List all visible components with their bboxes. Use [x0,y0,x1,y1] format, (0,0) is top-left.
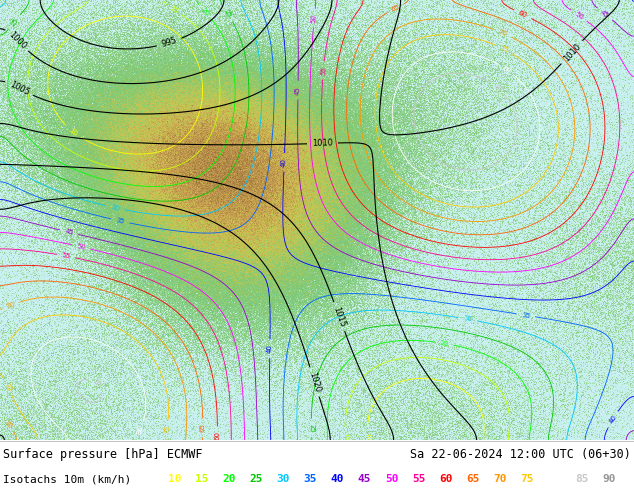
Text: 1000: 1000 [6,30,28,51]
Text: 75: 75 [3,382,12,392]
Text: 45: 45 [358,474,372,484]
Text: 40: 40 [608,414,618,425]
Text: 85: 85 [91,379,102,389]
Text: 50: 50 [311,13,318,23]
Text: 30: 30 [463,316,473,323]
Text: 25: 25 [308,423,314,433]
Text: 25: 25 [10,17,20,27]
Text: 15: 15 [342,432,348,441]
Text: 55: 55 [412,474,425,484]
Text: 40: 40 [281,158,287,167]
Text: 55: 55 [320,66,327,75]
Text: 70: 70 [493,474,507,484]
Text: Sa 22-06-2024 12:00 UTC (06+30): Sa 22-06-2024 12:00 UTC (06+30) [410,447,631,461]
Text: 60: 60 [517,10,528,19]
Text: 65: 65 [200,423,205,433]
Text: 20: 20 [440,340,450,347]
Text: 35: 35 [304,474,317,484]
Text: Surface pressure [hPa] ECMWF: Surface pressure [hPa] ECMWF [3,447,202,461]
Text: 40: 40 [331,474,344,484]
Text: 40: 40 [267,344,273,353]
Text: Isotachs 10m (km/h): Isotachs 10m (km/h) [3,474,131,484]
Text: 1020: 1020 [307,370,322,393]
Text: 75: 75 [521,474,534,484]
Text: 80: 80 [501,65,512,74]
Text: 85: 85 [493,83,503,94]
Text: 90: 90 [602,474,616,484]
Text: 20: 20 [200,7,210,17]
Text: 30: 30 [110,204,120,212]
Text: 80: 80 [136,425,145,435]
Text: 20: 20 [223,474,236,484]
Text: 85: 85 [575,474,588,484]
Text: 45: 45 [64,228,74,236]
Text: 15: 15 [195,474,209,484]
Text: 1015: 1015 [332,305,347,328]
Text: 60: 60 [439,474,453,484]
Text: 75: 75 [498,45,509,54]
Text: 65: 65 [466,474,480,484]
Text: 35: 35 [521,312,531,319]
Text: 45: 45 [600,9,610,19]
Text: 75: 75 [164,424,171,434]
Text: 15: 15 [169,5,179,15]
Text: 25: 25 [249,474,263,484]
Text: 1005: 1005 [8,79,30,97]
Text: 70: 70 [497,28,508,38]
Text: 50: 50 [385,474,398,484]
Text: 50: 50 [574,11,585,21]
Text: 70: 70 [3,419,13,430]
Text: 50: 50 [76,243,86,251]
Text: 10: 10 [68,126,79,137]
Text: 35: 35 [115,217,125,225]
Text: 995: 995 [160,36,178,49]
Text: 60: 60 [214,432,221,441]
Text: 45: 45 [295,86,301,95]
Text: 10: 10 [168,474,181,484]
Text: 80: 80 [548,474,561,484]
Text: 10: 10 [365,432,370,441]
Text: 1010: 1010 [562,41,582,63]
Text: 30: 30 [276,474,290,484]
Text: 25: 25 [223,8,232,19]
Text: 70: 70 [6,301,16,310]
Text: 65: 65 [391,3,401,13]
Text: 55: 55 [61,252,71,260]
Text: 1010: 1010 [312,139,333,148]
